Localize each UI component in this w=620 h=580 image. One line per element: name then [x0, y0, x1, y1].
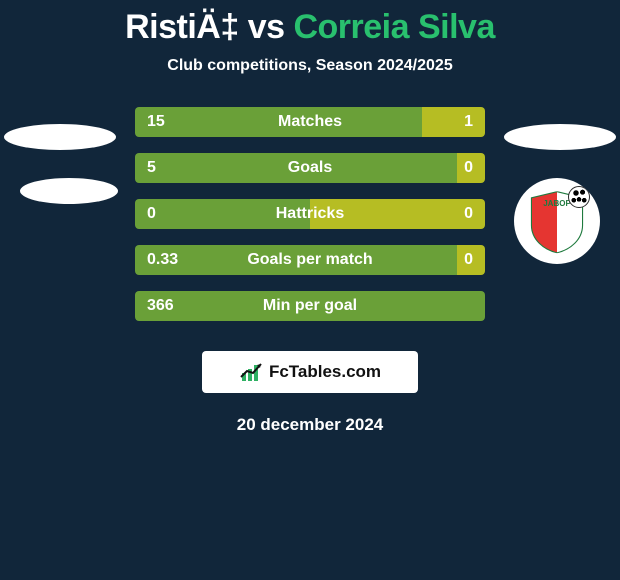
comparison-card: RistiÄ‡ vs Correia Silva Club competitio…: [0, 0, 620, 580]
chart-area: 151Matches 50Goals 00Hattricks 0.330Goals p…: [0, 107, 620, 337]
title-player2: Correia Silva: [293, 8, 494, 46]
stat-bar: 00Hattricks: [135, 199, 485, 229]
svg-text:JABOP: JABOP: [543, 199, 571, 208]
stat-bar: 50Goals: [135, 153, 485, 183]
stat-bar: 151Matches: [135, 107, 485, 137]
title-vs: vs: [248, 8, 285, 46]
fctables-watermark: FcTables.com: [202, 351, 418, 393]
soccer-ball-icon: [568, 186, 590, 208]
subtitle: Club competitions, Season 2024/2025: [0, 57, 620, 75]
title: RistiÄ‡ vs Correia Silva: [0, 0, 620, 47]
stat-bar: 366Min per goal: [135, 291, 485, 321]
player1-badge-2: [20, 178, 118, 204]
bars: 151Matches 50Goals 00Hattricks 0.330Goals p…: [135, 107, 485, 337]
player2-club-badge: JABOP: [514, 178, 600, 264]
player1-badge-1: [4, 124, 116, 150]
stat-label: Goals per match: [135, 252, 485, 268]
stat-bar: 0.330Goals per match: [135, 245, 485, 275]
stat-label: Matches: [135, 114, 485, 130]
stat-label: Min per goal: [135, 298, 485, 314]
date: 20 december 2024: [0, 415, 620, 435]
stat-label: Goals: [135, 160, 485, 176]
player2-badge-1: [504, 124, 616, 150]
title-player1: RistiÄ‡: [125, 8, 239, 46]
fctables-chart-icon: [239, 361, 265, 383]
stat-label: Hattricks: [135, 206, 485, 222]
fctables-text: FcTables.com: [269, 362, 381, 382]
